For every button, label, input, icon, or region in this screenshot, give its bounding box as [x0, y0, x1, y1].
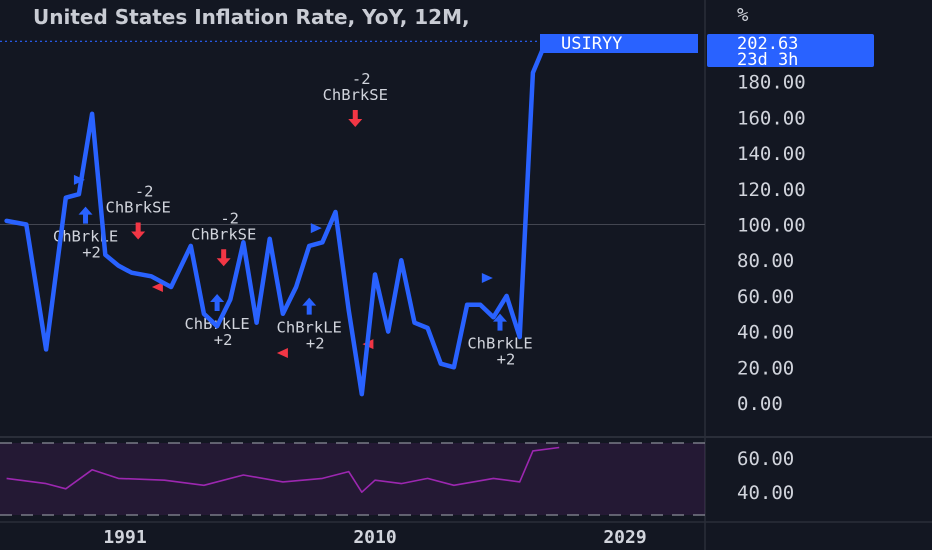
rsi-tick-label: 40.00 — [737, 482, 794, 504]
last-value-text: 202.63 — [737, 34, 798, 54]
triangle-right-icon — [310, 223, 322, 234]
arrow-up-icon — [493, 313, 507, 331]
countdown-text: 23d 3h — [737, 50, 798, 70]
arrow-up-icon — [78, 206, 93, 224]
y-tick-label: 20.00 — [737, 357, 794, 379]
x-tick-label: 1991 — [103, 527, 146, 548]
triangle-right-icon — [481, 273, 493, 284]
arrow-up-icon — [302, 297, 317, 315]
signal-label: ChBrkSE — [191, 225, 256, 243]
rsi-tick-label: 60.00 — [737, 448, 794, 470]
y-tick-label: 40.00 — [737, 322, 794, 344]
arrow-up-icon — [210, 294, 225, 312]
signal-size: -2 — [352, 70, 371, 88]
unit-label: % — [737, 4, 749, 26]
signal-size: -2 — [135, 183, 154, 201]
arrow-down-icon — [348, 110, 363, 128]
signal-long[interactable]: ChBrkLE+2 — [277, 297, 342, 353]
signal-size: +2 — [306, 335, 325, 353]
x-tick-label: 2029 — [603, 527, 646, 548]
chart-title: United States Inflation Rate, YoY, 12M, — [33, 5, 470, 29]
series-line[interactable] — [4, 39, 562, 397]
y-tick-label: 160.00 — [737, 107, 806, 129]
symbol-tag-label: USIRYY — [561, 34, 622, 54]
signal-size: +2 — [82, 244, 101, 262]
y-axis-rsi: 60.00 40.00 — [737, 448, 794, 504]
y-tick-label: 100.00 — [737, 215, 806, 237]
y-tick-label: 120.00 — [737, 179, 806, 201]
signal-label: ChBrkSE — [105, 199, 170, 217]
signal-label: ChBrkLE — [467, 335, 532, 353]
last-value-tag[interactable] — [707, 34, 874, 67]
signal-label: ChBrkLE — [277, 319, 342, 337]
y-tick-label: 80.00 — [737, 250, 794, 272]
signals-layer: ChBrkLE+2-2ChBrkSE-2ChBrkSEChBrkLE+2ChBr… — [53, 70, 533, 369]
y-tick-label: 0.00 — [737, 393, 783, 415]
triangle-left-icon — [151, 281, 163, 292]
signal-long[interactable]: ChBrkLE+2 — [184, 294, 250, 349]
y-axis-main: 0.00 20.00 40.00 60.00 80.00 100.00 120.00 140.… — [737, 72, 806, 415]
x-axis: 1991 2010 2029 — [103, 527, 646, 548]
signal-size: -2 — [220, 209, 239, 227]
arrow-down-icon — [216, 249, 231, 267]
triangle-left-icon — [276, 348, 288, 359]
rsi-line[interactable] — [6, 446, 560, 493]
y-tick-label: 180.00 — [737, 72, 806, 94]
x-tick-label: 2010 — [353, 527, 396, 548]
arrow-down-icon — [131, 222, 146, 240]
signal-size: +2 — [497, 351, 516, 369]
signal-long[interactable]: ChBrkLE+2 — [467, 313, 533, 369]
y-tick-label: 140.00 — [737, 143, 806, 165]
symbol-tag[interactable] — [540, 34, 698, 53]
signal-size: +2 — [214, 331, 233, 349]
signal-label: ChBrkSE — [323, 86, 388, 104]
y-tick-label: 60.00 — [737, 286, 794, 308]
